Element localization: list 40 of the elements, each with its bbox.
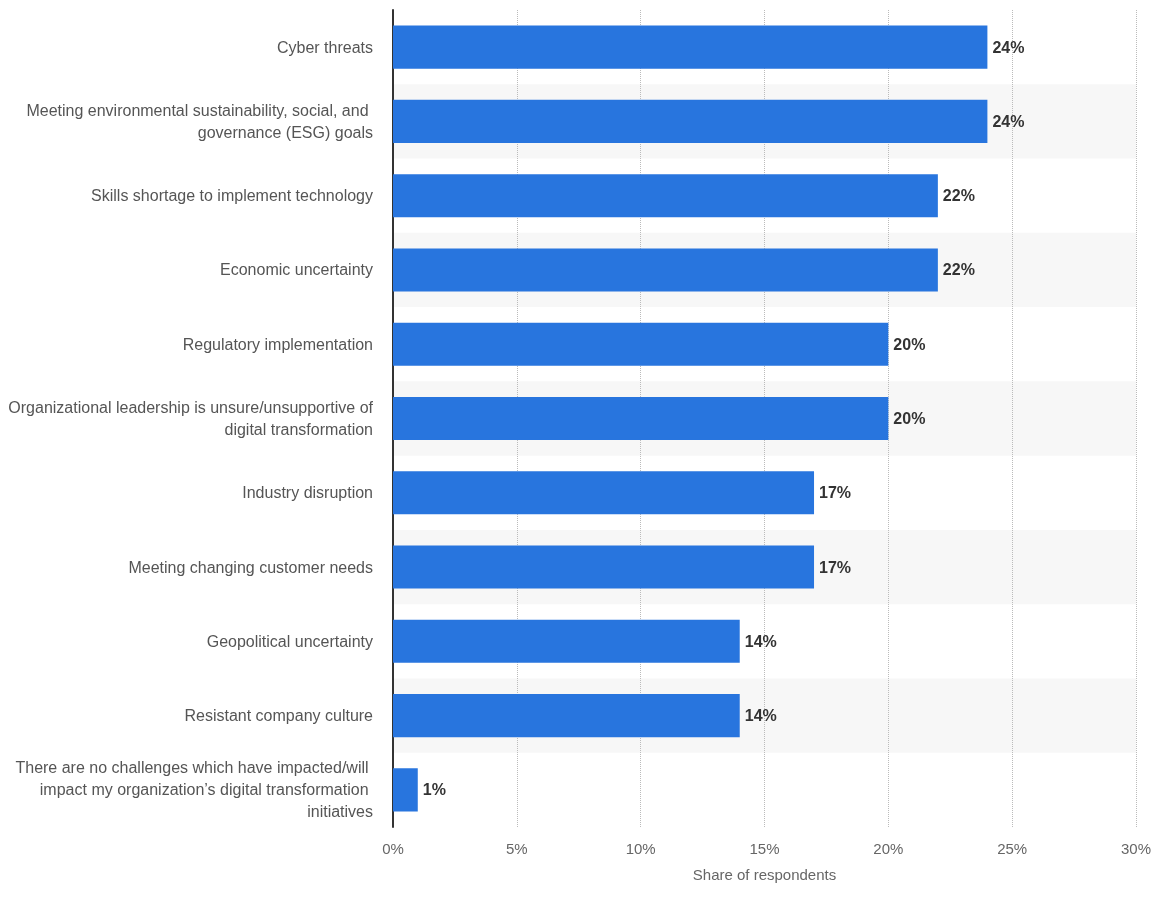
data-label: 17% (819, 484, 852, 502)
y-tick-label: Skills shortage to implement technology (91, 187, 373, 205)
data-label: 22% (942, 187, 975, 205)
bar (393, 471, 815, 515)
y-tick-label: Geopolitical uncertainty (206, 632, 373, 650)
x-tick-label: 20% (873, 840, 904, 857)
y-tick-label: Cyber threats (276, 38, 373, 56)
data-label: 14% (744, 632, 777, 650)
data-label: 24% (992, 112, 1025, 130)
data-label: 17% (819, 558, 852, 576)
y-tick-label: There are no challenges which have impacted/will impact my organization’s digital transformation initiatives (15, 759, 373, 821)
y-tick-label: Industry disruption (242, 484, 373, 502)
bar (393, 322, 889, 366)
bar (393, 396, 889, 441)
x-tick-label: 30% (1120, 840, 1152, 857)
y-tick-label: Meeting changing customer needs (128, 558, 373, 576)
y-tick-label: Organizational leadership is unsure/unsupportive of digital transformation (8, 399, 374, 438)
bar (393, 619, 740, 663)
bar (393, 248, 938, 292)
bar (393, 25, 988, 69)
bar (393, 694, 740, 738)
bar (393, 768, 418, 812)
x-tick-label: 5% (505, 840, 528, 857)
y-tick-label: Meeting environmental sustainability, social, and governance (ESG) goals (26, 101, 373, 141)
data-label: 20% (893, 335, 926, 353)
x-tick-label: 25% (997, 840, 1028, 857)
y-tick-label: Regulatory implementation (182, 335, 373, 353)
y-tick-label: Economic uncertainty (220, 261, 373, 279)
bar (393, 545, 815, 589)
x-tick-label: 0% (382, 840, 404, 857)
data-label: 20% (893, 410, 926, 427)
data-label: 22% (942, 261, 975, 279)
x-axis-title: Share of respondents (692, 866, 837, 883)
data-label: 24% (992, 38, 1025, 56)
data-label: 1% (422, 781, 446, 799)
x-tick-label: 15% (749, 840, 780, 857)
y-tick-label: Resistant company culture (184, 707, 374, 725)
x-tick-label: 10% (625, 840, 656, 857)
bar (393, 174, 938, 218)
data-label: 14% (744, 707, 777, 725)
